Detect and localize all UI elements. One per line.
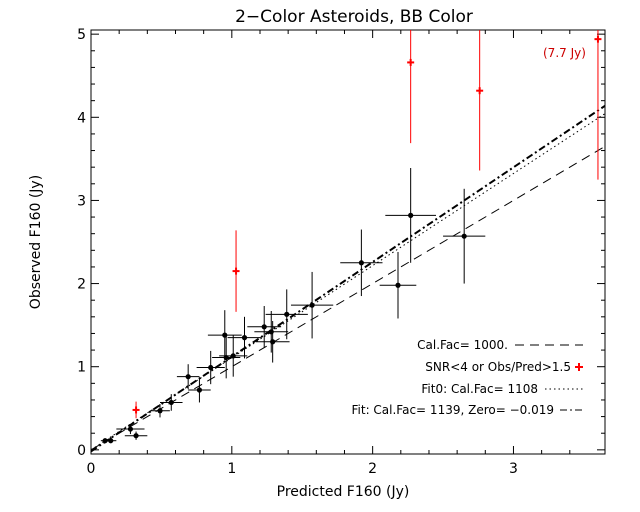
data-point-marker [127, 426, 134, 432]
data-point [176, 364, 200, 390]
data-point [385, 168, 437, 263]
data-point [265, 289, 308, 340]
flagged-point [594, 30, 602, 180]
data-point [150, 404, 170, 418]
legend-label-fit0: Fit0: Cal.Fac= 1108 [421, 382, 538, 396]
data-point [254, 311, 289, 353]
x-axis-label: Predicted F160 (Jy) [277, 484, 410, 500]
y-tick-label: 2 [77, 277, 86, 293]
legend-label-flagged: SNR<4 or Obs/Pred>1.5 [425, 360, 571, 374]
data-point [188, 377, 211, 403]
data-point-marker [284, 311, 290, 317]
data-point-marker [196, 387, 203, 393]
data-point [443, 188, 486, 284]
chart-title: 2−Color Asteroids, BB Color [235, 7, 473, 27]
data-point-marker [261, 324, 267, 330]
data-point-marker [395, 282, 401, 288]
x-tick-label: 2 [368, 461, 377, 477]
data-point-marker [309, 302, 315, 308]
legend-label-calfac: Cal.Fac= 1000. [417, 338, 508, 352]
data-point [227, 316, 262, 359]
x-tick-label: 3 [509, 461, 518, 477]
data-point-marker [168, 399, 174, 406]
x-tick-label: 0 [87, 461, 96, 477]
data-point [116, 424, 145, 435]
y-tick-label: 4 [77, 110, 86, 126]
data-point-marker [230, 353, 236, 359]
data-point [255, 320, 290, 363]
flagged-point [476, 30, 484, 171]
y-axis-label: Observed F160 (Jy) [28, 175, 44, 309]
data-point [124, 431, 148, 440]
data-point-marker [270, 339, 276, 345]
data-point [219, 335, 248, 377]
overflow-annotation: (7.7 Jy) [543, 46, 586, 60]
data-point [247, 306, 282, 348]
y-tick-label: 5 [77, 27, 86, 43]
fit-line-dashed [91, 145, 605, 451]
data-point-marker [461, 233, 467, 239]
flagged-point [407, 30, 415, 144]
data-point-marker [185, 374, 191, 380]
y-tick-label: 3 [77, 193, 86, 209]
data-point-marker [222, 332, 228, 338]
flagged-point [232, 230, 240, 312]
y-tick-label: 1 [77, 360, 86, 376]
plot-area: 0 1 2 3 0 1 2 3 4 5 [77, 27, 606, 477]
data-point [340, 229, 383, 297]
data-point-marker [133, 433, 139, 439]
data-point [207, 310, 242, 361]
data-point [379, 251, 417, 319]
data-point [105, 438, 117, 444]
plot-frame [90, 29, 606, 455]
data-point-marker [241, 335, 248, 341]
data-point-marker [408, 212, 414, 218]
data-point [290, 271, 334, 339]
data-point-marker [108, 438, 114, 444]
data-point [160, 394, 183, 411]
data-point-marker [157, 408, 163, 414]
fit-line-dash-dot [91, 104, 605, 453]
data-point-marker [358, 260, 364, 266]
data-point [196, 350, 225, 385]
fit-line-dotted [91, 113, 605, 451]
data-point-marker [208, 364, 214, 371]
legend-label-fit: Fit: Cal.Fac= 1139, Zero= −0.019 [352, 403, 555, 417]
flagged-point [132, 401, 140, 419]
x-tick-label: 1 [227, 461, 236, 477]
data-point [212, 336, 241, 379]
y-tick-label: 0 [77, 443, 86, 459]
